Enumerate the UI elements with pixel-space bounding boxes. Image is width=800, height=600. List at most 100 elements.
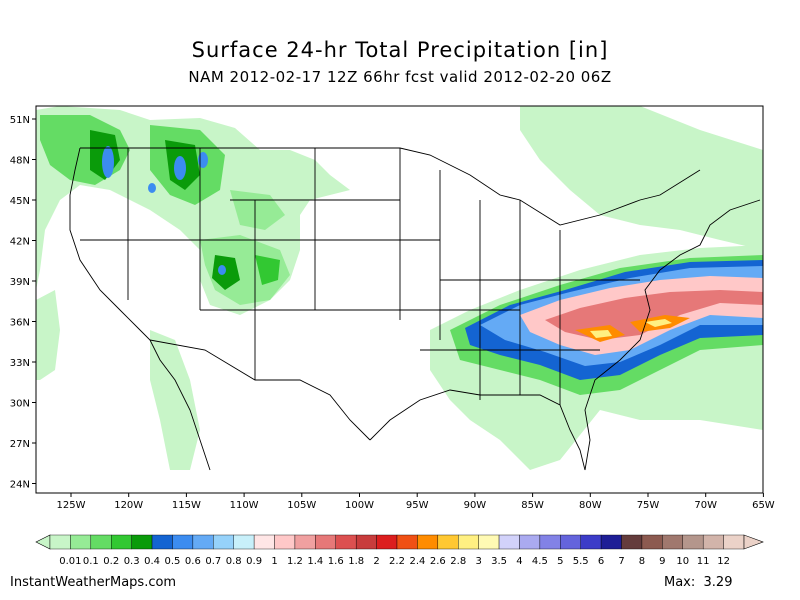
- legend-label: 2.4: [409, 556, 425, 567]
- legend-label: 1.6: [328, 556, 344, 567]
- color-legend: 0.01 0.1 0.2 0.3 0.4 0.5 0.6 0.7 0.8 0.9 1 1.2 1.4 1.…: [35, 534, 764, 567]
- map-subtitle: NAM 2012-02-17 12Z 66hr fcst valid 2012-…: [188, 68, 612, 86]
- legend-label: 1.8: [348, 556, 364, 567]
- legend-label: 7: [618, 556, 624, 567]
- legend-swatch: [580, 534, 602, 550]
- lon-label: 110W: [230, 500, 259, 511]
- coast-pacific: [69, 147, 211, 471]
- max-label: Max:: [664, 575, 696, 590]
- legend-label: 4: [516, 556, 522, 567]
- legend-label: 6: [598, 556, 604, 567]
- legend-label: 2: [373, 556, 379, 567]
- coast-atlantic: [584, 199, 761, 471]
- lon-label: 75W: [637, 500, 660, 511]
- legend-label: 0.9: [246, 556, 262, 567]
- legend-swatch: [355, 534, 377, 550]
- legend-swatch: [560, 534, 581, 550]
- legend-label: 2.2: [389, 556, 405, 567]
- state-lines: [80, 148, 640, 405]
- legend-label: 1.2: [287, 556, 303, 567]
- lon-label: 70W: [694, 500, 717, 511]
- legend-label: 11: [697, 556, 710, 567]
- coast-gulf: [369, 389, 586, 471]
- legend-swatch: [458, 534, 479, 550]
- legend-swatch: [396, 534, 418, 550]
- source-credit: InstantWeatherMaps.com: [10, 575, 177, 590]
- precip-blue-oregon: [148, 183, 156, 193]
- legend-label: 1.4: [307, 556, 323, 567]
- legend-label: 0.2: [103, 556, 119, 567]
- lon-label: 120W: [114, 500, 143, 511]
- border-canada: [80, 147, 701, 226]
- map-frame: [35, 105, 764, 494]
- lat-label: 27N: [10, 439, 30, 450]
- lon-label: 90W: [464, 500, 487, 511]
- legend-swatch: [417, 534, 439, 550]
- legend-label: 3.5: [491, 556, 507, 567]
- precip-rockies: [212, 255, 240, 290]
- legend-label: 9: [659, 556, 665, 567]
- precip-max-yellow: [590, 330, 612, 338]
- legend-swatch: [600, 534, 622, 550]
- legend-label: 8: [639, 556, 645, 567]
- lon-label: 85W: [521, 500, 544, 511]
- longitude-axis: 125W 120W 115W 110W 105W 100W 95W 90W 85W 80W 75W 7…: [57, 493, 775, 511]
- precip-front-range: [255, 255, 280, 285]
- legend-swatch: [498, 534, 520, 550]
- legend-swatch: [192, 534, 214, 550]
- precip-max-yellow-2: [645, 319, 672, 327]
- max-readout: Max: 3.29: [664, 575, 732, 590]
- legend-label: 0.1: [83, 556, 99, 567]
- lat-label: 45N: [10, 196, 30, 207]
- legend-swatch: [662, 534, 683, 550]
- legend-label: 0.3: [124, 556, 140, 567]
- legend-swatch: [682, 534, 704, 550]
- legend-swatch: [70, 534, 92, 550]
- lat-label: 30N: [10, 399, 30, 410]
- legend-swatch: [111, 534, 132, 550]
- legend-label: 5: [557, 556, 563, 567]
- legend-swatch: [335, 534, 357, 550]
- legend-swatch: [437, 534, 459, 550]
- legend-swatch: [702, 534, 724, 550]
- legend-label: 2.8: [450, 556, 466, 567]
- lat-label: 48N: [10, 156, 30, 167]
- legend-label: 0.6: [185, 556, 201, 567]
- lat-label: 51N: [10, 115, 30, 126]
- legend-swatch: [90, 534, 112, 550]
- lat-label: 36N: [10, 318, 30, 329]
- lat-label: 42N: [10, 237, 30, 248]
- legend-swatch: [478, 534, 500, 550]
- precip-shading: [36, 106, 763, 470]
- legend-swatch: [131, 534, 153, 550]
- legend-swatch: [253, 534, 275, 550]
- legend-arrow-left: [35, 534, 51, 550]
- legend-label: 3: [475, 556, 481, 567]
- legend-swatch: [294, 534, 316, 550]
- legend-swatch: [376, 534, 398, 550]
- lat-label: 24N: [10, 480, 30, 491]
- legend-swatch: [172, 534, 194, 550]
- legend-label: 0.4: [144, 556, 160, 567]
- legend-label: 10: [676, 556, 689, 567]
- legend-swatch: [213, 534, 234, 550]
- lon-label: 95W: [406, 500, 429, 511]
- legend-label: 1: [271, 556, 277, 567]
- lon-label: 80W: [579, 500, 602, 511]
- legend-swatch: [539, 534, 561, 550]
- map-title: Surface 24-hr Total Precipitation [in]: [191, 38, 609, 62]
- legend-swatch: [315, 534, 336, 550]
- precip-baja: [150, 330, 200, 470]
- lon-label: 100W: [345, 500, 374, 511]
- lon-label: 105W: [287, 500, 316, 511]
- precip-northeast-canada: [520, 106, 763, 250]
- lat-label: 33N: [10, 358, 30, 369]
- lon-label: 65W: [752, 500, 775, 511]
- border-mexico: [149, 339, 371, 441]
- legend-label: 4.5: [532, 556, 548, 567]
- legend-swatch: [519, 534, 541, 550]
- legend-swatch: [621, 534, 643, 550]
- lat-label: 39N: [10, 277, 30, 288]
- legend-label: 12: [717, 556, 730, 567]
